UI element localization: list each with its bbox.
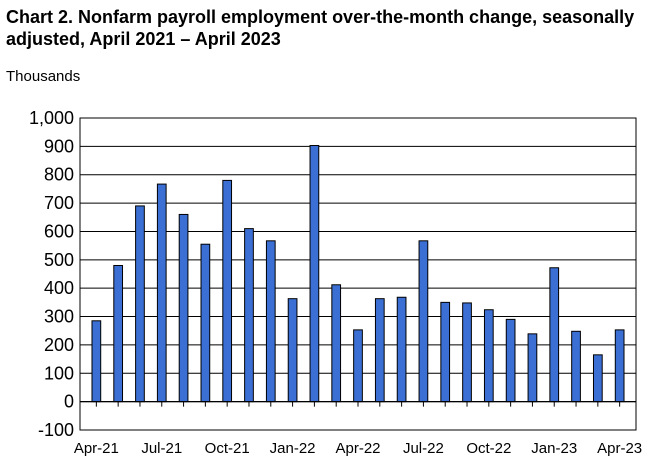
y-tick-label: 700 [44, 193, 74, 213]
y-tick-label: -100 [38, 420, 74, 440]
plot-border [79, 117, 637, 431]
y-tick-label: 1,000 [29, 108, 74, 128]
bar-feb-23 [571, 330, 581, 403]
y-tick-label: 800 [44, 165, 74, 185]
y-tick-label: 400 [44, 278, 74, 298]
chart-title: Chart 2. Nonfarm payroll employment over… [6, 7, 635, 49]
bar-apr-21 [91, 320, 102, 403]
bar-apr-22 [353, 329, 363, 403]
bar-aug-22 [440, 301, 451, 403]
bar-nov-22 [505, 318, 516, 403]
bar-feb-22 [309, 145, 320, 403]
bar-nov-21 [244, 228, 254, 403]
bar-oct-21 [222, 179, 233, 403]
bars [91, 145, 625, 403]
bar-mar-23 [592, 354, 603, 403]
bar-jun-21 [135, 205, 145, 403]
bar-may-21 [113, 264, 124, 403]
y-tick-label: 900 [44, 136, 74, 156]
bar-jul-21 [156, 183, 167, 403]
bar-dec-21 [265, 240, 276, 403]
y-tick-labels: -100 0 100 200 300 400 500 600 700 800 900 1,000 [29, 108, 74, 440]
x-tick-label: Jul-21 [141, 440, 182, 457]
bar-sep-22 [462, 302, 472, 403]
y-axis-unit-label: Thousands [6, 68, 81, 85]
bar-mar-22 [331, 284, 342, 403]
y-tick-label: 100 [44, 363, 74, 383]
bar-jan-22 [287, 298, 298, 403]
y-tick-label: 500 [44, 250, 74, 270]
bar-apr-23 [614, 329, 625, 403]
y-tick-label: 200 [44, 335, 74, 355]
bar-aug-21 [178, 213, 189, 403]
x-tick-label: Apr-21 [74, 440, 119, 457]
x-tick-label: Apr-22 [335, 440, 380, 457]
x-tick-label: Oct-21 [205, 440, 250, 457]
bar-may-22 [374, 298, 385, 403]
x-tick-label: Jul-22 [403, 440, 444, 457]
bar-jul-22 [418, 240, 429, 403]
x-tick-label: Apr-23 [597, 440, 642, 457]
x-tick-labels: Apr-21 Jul-21 Oct-21 Jan-22 Apr-22 Jul-22 Oct-… [74, 440, 642, 457]
bar-oct-22 [483, 309, 494, 403]
bar-jan-23 [549, 267, 560, 403]
x-tick-label: Oct-22 [466, 440, 511, 457]
y-tick-label: 300 [44, 307, 74, 327]
axes [79, 117, 637, 431]
y-tick-label: 0 [64, 392, 74, 412]
x-tick-label: Jan-23 [531, 440, 577, 457]
y-tick-label: 600 [44, 221, 74, 241]
bar-dec-22 [527, 333, 538, 403]
bar-sep-21 [200, 243, 211, 403]
x-tick-label: Jan-22 [270, 440, 316, 457]
bar-jun-22 [396, 296, 407, 403]
